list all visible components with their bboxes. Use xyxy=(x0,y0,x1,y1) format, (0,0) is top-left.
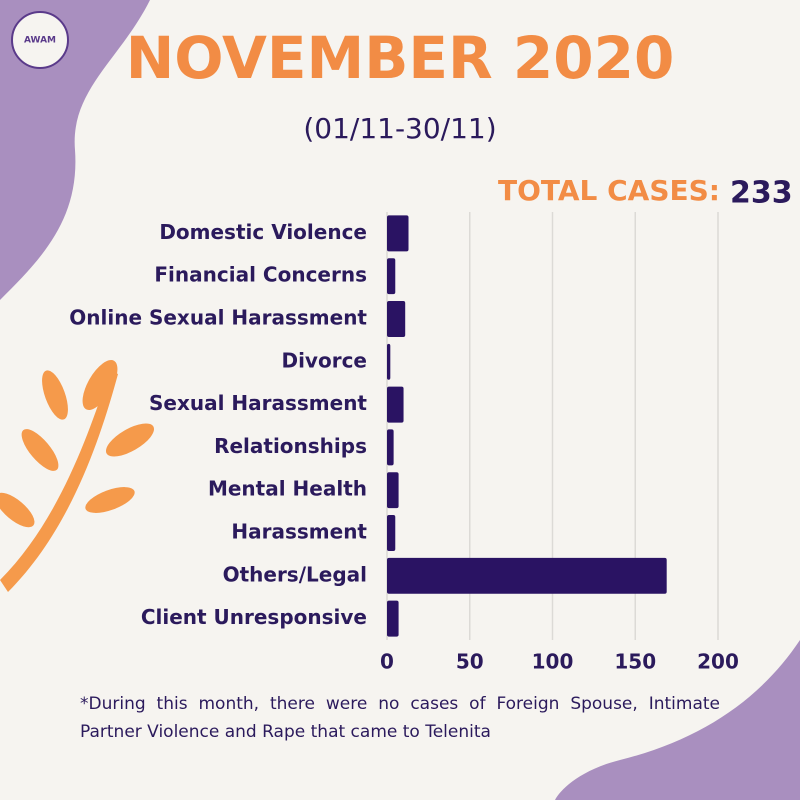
bar xyxy=(387,515,396,551)
chart-subtitle: (01/11-30/11) xyxy=(303,112,496,145)
bar xyxy=(387,472,399,509)
y-tick-label: Divorce xyxy=(281,348,367,372)
total-value: 233 xyxy=(730,176,793,211)
blob-top-left xyxy=(0,0,150,300)
logo-text: AWAM xyxy=(24,36,56,46)
leaf-decoration xyxy=(0,360,155,592)
y-tick-label: Client Unresponsive xyxy=(141,605,367,629)
y-tick-label: Online Sexual Harassment xyxy=(69,306,367,330)
total-label: TOTAL CASES: xyxy=(498,174,720,207)
y-tick-label: Sexual Harassment xyxy=(149,391,367,415)
y-tick-label: Others/Legal xyxy=(223,562,367,586)
x-tick-label: 0 xyxy=(380,650,394,674)
bar xyxy=(387,600,399,637)
y-tick-label: Domestic Violence xyxy=(159,220,367,244)
bar xyxy=(387,429,394,466)
y-tick-label: Harassment xyxy=(231,520,367,544)
footnote: *During this month, there were no cases … xyxy=(80,694,720,742)
x-tick-label: 100 xyxy=(532,650,574,674)
bar xyxy=(387,301,406,337)
bar xyxy=(387,258,396,295)
chart-title: NOVEMBER 2020 xyxy=(126,24,675,92)
footnote-box: *During this month, there were no cases … xyxy=(80,694,720,742)
bar xyxy=(387,215,409,252)
y-tick-label: Financial Concerns xyxy=(154,263,367,287)
x-tick-label: 200 xyxy=(697,650,739,674)
bar xyxy=(387,557,667,594)
y-tick-label: Relationships xyxy=(214,434,367,458)
y-tick-label: Mental Health xyxy=(208,477,367,501)
x-tick-label: 150 xyxy=(614,650,656,674)
x-tick-label: 50 xyxy=(456,650,484,674)
blob-bottom-right xyxy=(555,640,800,800)
bar xyxy=(387,343,391,380)
bar xyxy=(387,386,404,423)
logo xyxy=(11,11,69,69)
